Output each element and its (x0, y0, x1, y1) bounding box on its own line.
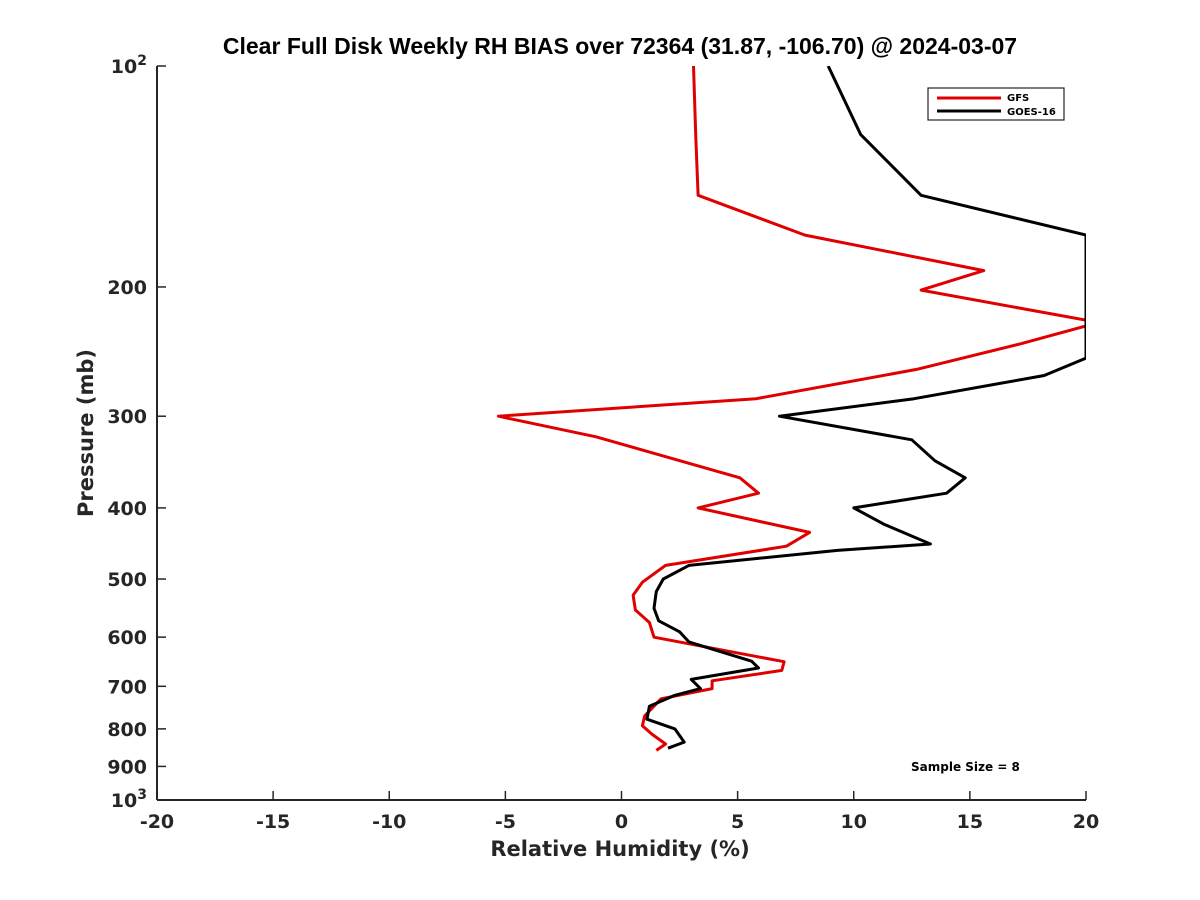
y-tick-label: 500 (107, 569, 147, 591)
y-tick-label: 900 (107, 756, 147, 778)
x-tick-label: -20 (140, 811, 174, 833)
series-line-goes16 (645, 66, 1086, 750)
x-tick-label: 0 (615, 811, 628, 833)
sample-size-annotation: Sample Size = 8 (911, 760, 1020, 774)
x-tick-label: 15 (957, 811, 983, 833)
x-tick-label: 10 (841, 811, 867, 833)
y-tick-label: 600 (107, 627, 147, 649)
x-ticks: -20 -15 -10 -5 0 5 10 15 20 (140, 791, 1099, 833)
legend-label-goes16: GOES-16 (1007, 107, 1056, 118)
y-tick-label: 300 (107, 406, 147, 428)
x-tick-label: -5 (495, 811, 516, 833)
x-tick-label: -15 (256, 811, 290, 833)
legend-label-gfs: GFS (1007, 93, 1029, 104)
y-tick-label: 400 (107, 498, 147, 520)
y-tick-label: 103 (111, 787, 147, 812)
y-ticks: 102 200 300 400 500 600 700 800 900 103 (107, 53, 166, 812)
series-layer (496, 66, 1086, 752)
legend-box (927, 87, 1065, 121)
legend: GFS GOES-16 (927, 87, 1065, 121)
x-axis-label: Relative Humidity (%) (490, 837, 749, 861)
y-axis-label: Pressure (mb) (74, 349, 98, 517)
y-tick-label: 102 (111, 53, 147, 78)
x-tick-label: 5 (731, 811, 744, 833)
chart-title: Clear Full Disk Weekly RH BIAS over 7236… (223, 33, 1017, 59)
x-tick-label: 20 (1073, 811, 1099, 833)
y-tick-label: 200 (107, 277, 147, 299)
y-tick-label: 700 (107, 676, 147, 698)
y-tick-label: 800 (107, 719, 147, 741)
series-line-gfs (496, 66, 1086, 752)
x-tick-label: -10 (372, 811, 406, 833)
